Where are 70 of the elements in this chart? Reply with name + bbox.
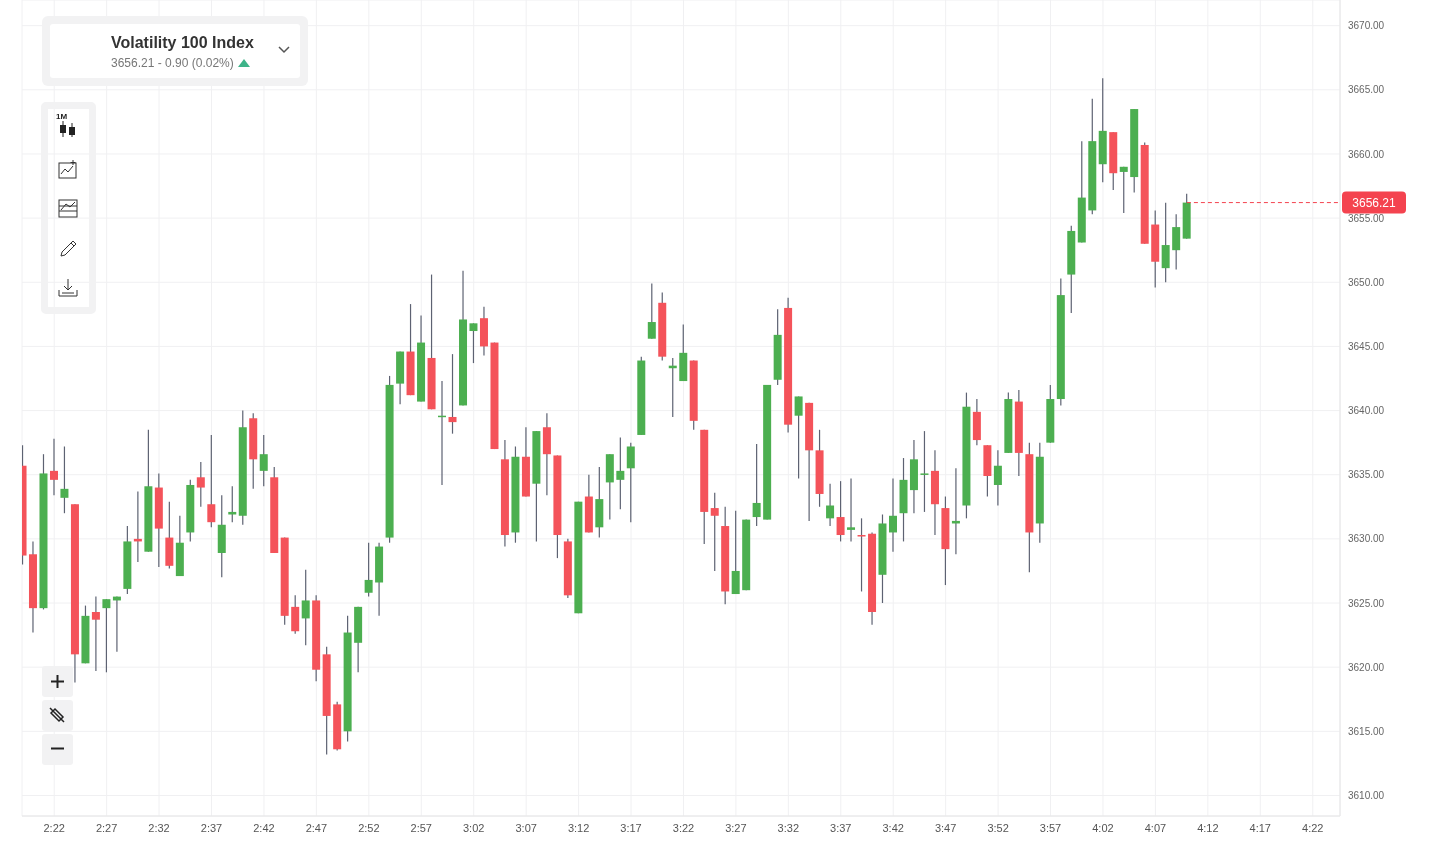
y-tick-label: 3650.00 [1348, 276, 1385, 288]
x-tick-label: 3:42 [882, 821, 904, 834]
x-tick-label: 4:02 [1092, 821, 1114, 834]
candlestick [60, 445, 69, 514]
candlestick [448, 353, 457, 435]
y-tick-label: 3620.00 [1348, 661, 1385, 673]
y-tick-label: 3645.00 [1348, 340, 1385, 352]
candlestick [1119, 166, 1128, 214]
candlestick [469, 322, 478, 364]
x-tick-label: 3:22 [672, 821, 695, 834]
candlestick [752, 443, 761, 527]
candlestick [710, 492, 719, 572]
x-tick-label: 2:57 [410, 821, 432, 834]
candlestick [826, 483, 835, 527]
candlestick [102, 598, 111, 673]
candlestick [196, 461, 205, 508]
candlestick [207, 434, 216, 528]
y-tick-label: 3625.00 [1348, 597, 1385, 609]
x-tick-label: 3:32 [777, 821, 800, 834]
x-tick-label: 3:17 [620, 821, 642, 834]
toolbar: 1M [41, 102, 96, 314]
x-tick-label: 2:32 [148, 821, 170, 834]
x-tick-label: 2:22 [43, 821, 65, 834]
ref-line-label: 3656.21 [1352, 195, 1397, 210]
x-tick-label: 4:17 [1249, 821, 1271, 834]
x-tick-label: 2:42 [253, 821, 275, 834]
candlestick [1161, 202, 1170, 283]
candlestick [857, 517, 866, 593]
header-card-inner: Volatility 100 Index 3656.21 - 0.90 (0.02%) [50, 24, 300, 78]
x-tick-label: 4:22 [1302, 821, 1324, 834]
candlestick [794, 395, 803, 480]
y-tick-label: 3640.00 [1348, 405, 1385, 417]
candlestick [889, 477, 897, 553]
annotation: 1M [56, 112, 68, 121]
x-tick-label: 3:27 [725, 821, 747, 834]
x-tick-label: 3:02 [462, 821, 485, 834]
candlestick [50, 438, 58, 496]
candlestick [647, 282, 656, 340]
candlestick [364, 542, 373, 598]
x-tick-label: 3:57 [1039, 821, 1062, 834]
candlestick [731, 510, 740, 595]
x-tick-label: 2:47 [305, 821, 328, 834]
y-tick-label: 3615.00 [1348, 725, 1385, 737]
x-tick-label: 3:07 [515, 821, 537, 834]
candlestick [993, 449, 1002, 507]
y-tick-label: 3670.00 [1348, 20, 1385, 32]
y-tick-label: 3635.00 [1348, 469, 1385, 481]
x-tick-label: 3:47 [934, 821, 957, 834]
candlestick [920, 430, 929, 513]
x-tick-label: 4:07 [1144, 821, 1167, 834]
y-tick-label: 3655.00 [1348, 212, 1385, 224]
y-tick-label: 3630.00 [1348, 533, 1385, 545]
x-tick-label: 3:52 [987, 821, 1009, 834]
y-tick-label: 3660.00 [1348, 148, 1385, 160]
y-tick-label: 3665.00 [1348, 84, 1385, 96]
candlestick [91, 596, 100, 672]
x-tick-label: 2:27 [95, 821, 118, 834]
candlestick [836, 480, 845, 543]
candlestick [1172, 213, 1181, 271]
candlestick [616, 436, 625, 510]
candlestick [626, 442, 635, 523]
candlestick [301, 569, 310, 646]
candlestick [847, 477, 856, 543]
x-tick-label: 4:12 [1197, 821, 1219, 834]
x-tick-label: 3:12 [567, 821, 590, 834]
x-tick-label: 2:52 [358, 821, 380, 834]
y-tick-label: 3610.00 [1348, 790, 1385, 802]
candlestick [259, 434, 268, 487]
x-tick-label: 2:37 [200, 821, 223, 834]
x-tick-label: 3:37 [830, 821, 852, 834]
